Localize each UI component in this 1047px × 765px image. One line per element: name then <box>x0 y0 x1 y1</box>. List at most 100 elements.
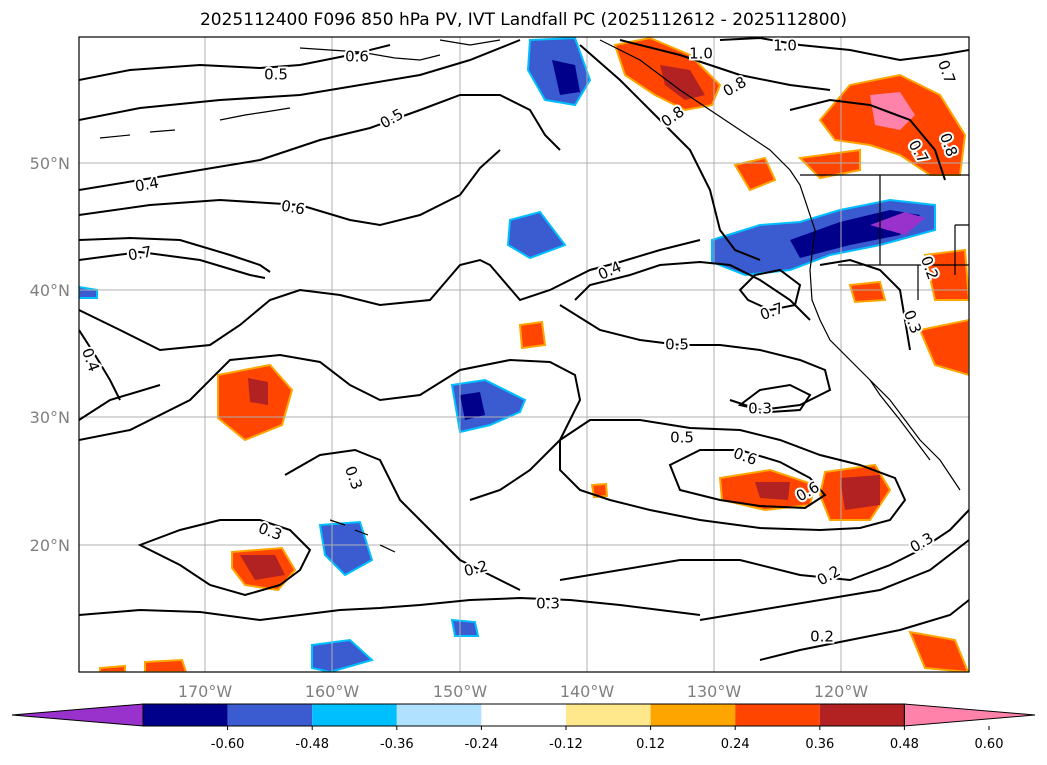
pv-shade-negative <box>450 618 480 637</box>
contour-line <box>819 258 911 351</box>
colorbar-tick-label: 0.48 <box>890 737 919 752</box>
colorbar-tick-label: 0.12 <box>636 737 665 752</box>
contour-line <box>559 509 969 582</box>
lat-tick-label: 40°N <box>30 281 70 300</box>
pv-shade-positive <box>590 482 609 499</box>
longitude-tick-labels: 170°W 160°W 150°W 140°W 130°W 120°W <box>178 682 869 701</box>
pv-contours <box>79 37 969 661</box>
colorbar-bin <box>650 704 736 726</box>
contour-line <box>559 419 907 532</box>
latitude-tick-labels: 50°N 40°N 30°N 20°N <box>30 154 70 555</box>
colorbar-bin <box>481 704 566 726</box>
pv-shade-negative <box>79 285 98 299</box>
colorbar-extend-max <box>903 703 1036 727</box>
contour-line <box>79 94 561 191</box>
pv-shade-positive <box>918 318 969 377</box>
pv-shade-positive <box>923 248 969 301</box>
contour-line <box>79 329 121 401</box>
pv-shade-positive <box>144 658 188 672</box>
pv-shade-positive <box>797 148 861 180</box>
pv-shade-positive <box>518 320 547 350</box>
contour-line <box>759 599 969 661</box>
contour-label: 0.5 <box>264 66 288 84</box>
contour-line <box>579 44 761 261</box>
pv-shade-positive <box>840 475 880 510</box>
contour-line <box>79 236 271 273</box>
pv-shade-positive <box>660 65 705 100</box>
colorbar-extend-min <box>11 703 144 727</box>
contour-label: 1.0 <box>689 45 713 63</box>
pv-shade-positive <box>908 630 969 672</box>
contour-line <box>737 383 812 414</box>
lat-tick-label: 20°N <box>30 536 70 555</box>
pv-shade-negative <box>460 392 485 420</box>
pv-shade-negative <box>318 520 374 577</box>
lon-tick-label: 170°W <box>178 682 233 701</box>
contour-line <box>574 260 811 321</box>
coastline-bc <box>599 39 806 201</box>
lon-tick-label: 150°W <box>433 682 488 701</box>
lon-tick-label: 140°W <box>560 682 615 701</box>
contour-line <box>668 449 827 510</box>
coastline-us-west <box>804 199 961 491</box>
map-gridlines <box>79 37 969 672</box>
contour-line <box>79 250 266 279</box>
contour-line <box>79 39 521 121</box>
colorbar-bin <box>227 704 313 726</box>
state-border <box>800 174 969 300</box>
colorbar-tick-label: -0.48 <box>295 737 329 752</box>
colorbar: -0.60 -0.48 -0.36 -0.24 -0.12 0.12 0.24 0.36 0.4… <box>11 703 1036 752</box>
contour-line <box>137 519 312 597</box>
colorbar-tick-label: -0.36 <box>380 737 414 752</box>
pv-shade-negative <box>506 210 567 260</box>
contour-line <box>79 384 161 421</box>
contour-label: 0.5 <box>670 429 694 447</box>
colorbar-outline <box>142 703 905 727</box>
contour-label: 0.3 <box>748 400 772 418</box>
colorbar-tick-label: -0.24 <box>465 737 499 752</box>
lon-tick-label: 160°W <box>305 682 360 701</box>
map-background <box>79 37 969 672</box>
contour-label: 0.3 <box>536 595 560 613</box>
lon-tick-label: 120°W <box>814 682 869 701</box>
contour-label: 1.0 <box>773 37 797 55</box>
contour-label: 0.5 <box>665 336 689 354</box>
contour-line <box>79 353 582 501</box>
pv-shade-positive <box>248 378 268 405</box>
pv-shading <box>79 37 969 672</box>
coastline-hawaii <box>329 519 396 553</box>
coastlines <box>99 39 969 553</box>
contour-line <box>79 44 391 81</box>
colorbar-tick-label: -0.12 <box>549 737 583 752</box>
lat-tick-label: 50°N <box>30 154 70 173</box>
map-panel <box>78 36 970 673</box>
contour-line <box>738 268 802 312</box>
colorbar-tick-label: 0.60 <box>975 737 1004 752</box>
pv-shade-positive <box>755 482 790 500</box>
lat-tick-label: 30°N <box>30 408 70 427</box>
contour-label: 0.2 <box>810 628 834 646</box>
map-title: 2025112400 F096 850 hPa PV, IVT Landfall… <box>199 10 847 30</box>
colorbar-bin <box>735 704 820 726</box>
coastline-alaska <box>299 39 501 61</box>
colorbar-bin <box>312 704 397 726</box>
colorbar-tick-label: 0.24 <box>721 737 750 752</box>
pv-shade-negative <box>552 60 580 95</box>
contour-line <box>79 239 701 352</box>
contour-line <box>79 149 501 227</box>
colorbar-bin <box>566 704 651 726</box>
map-frame <box>78 36 970 673</box>
colorbar-bin <box>396 704 482 726</box>
colorbar-tick-label: 0.36 <box>805 737 834 752</box>
contour-label: 0.6 <box>345 48 369 66</box>
colorbar-bin <box>819 704 905 726</box>
pv-shade-positive <box>870 92 915 130</box>
pv-shade-positive <box>848 280 887 304</box>
contour-line <box>699 539 969 621</box>
pv-shade-positive <box>240 555 285 580</box>
colorbar-tick-label: -0.60 <box>211 737 245 752</box>
colorbar-bin <box>143 704 228 726</box>
pv-shade-negative <box>311 638 375 672</box>
contour-line <box>789 98 946 181</box>
